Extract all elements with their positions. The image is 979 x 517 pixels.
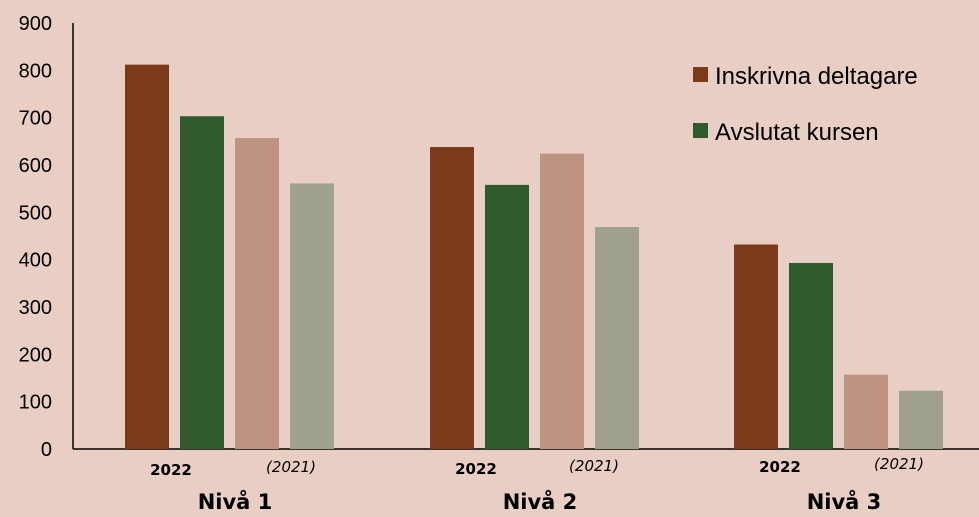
y-tick-label: 700 <box>19 108 52 130</box>
bar <box>430 147 474 449</box>
year-label-previous: (2021) <box>874 455 924 473</box>
y-tick-label: 100 <box>19 392 52 414</box>
year-label-current: 2022 <box>455 460 497 478</box>
y-tick-label: 500 <box>19 202 52 224</box>
bar <box>844 374 888 449</box>
legend: Inskrivna deltagare Avslutat kursen <box>693 63 918 146</box>
bar <box>125 64 169 450</box>
legend-label-inskrivna-deltagare: Inskrivna deltagare <box>715 63 918 90</box>
category-label: Nivå 1 <box>198 489 273 514</box>
y-tick-label: 600 <box>19 155 52 177</box>
legend-label-avslutat-kursen: Avslutat kursen <box>715 119 879 146</box>
bar <box>235 138 279 449</box>
year-label-previous: (2021) <box>266 458 316 476</box>
x-axis-labels: 2022 (2021) Nivå 1 2022 (2021) Nivå 2 2022 (202… <box>150 455 924 514</box>
year-label-previous: (2021) <box>569 457 619 475</box>
bar <box>789 262 833 449</box>
bar <box>899 390 943 449</box>
year-label-current: 2022 <box>150 461 192 479</box>
bar <box>290 183 334 449</box>
y-tick-label: 900 <box>19 13 52 35</box>
legend-swatch-inskrivna-deltagare <box>693 67 708 82</box>
legend-swatch-avslutat-kursen <box>693 123 708 138</box>
category-label: Nivå 2 <box>503 489 578 514</box>
category-label: Nivå 3 <box>807 489 882 514</box>
y-axis-ticks: 0 100 200 300 400 500 600 700 800 900 <box>19 13 52 461</box>
bar <box>540 153 584 449</box>
y-tick-label: 400 <box>19 250 52 272</box>
year-label-current: 2022 <box>759 458 801 476</box>
y-tick-label: 300 <box>19 297 52 319</box>
bars <box>125 64 943 450</box>
bar <box>595 227 639 449</box>
y-tick-label: 200 <box>19 344 52 366</box>
y-tick-label: 800 <box>19 60 52 82</box>
bar <box>734 244 778 449</box>
bar <box>180 116 224 449</box>
bar <box>485 184 529 449</box>
y-tick-label: 0 <box>41 439 52 461</box>
